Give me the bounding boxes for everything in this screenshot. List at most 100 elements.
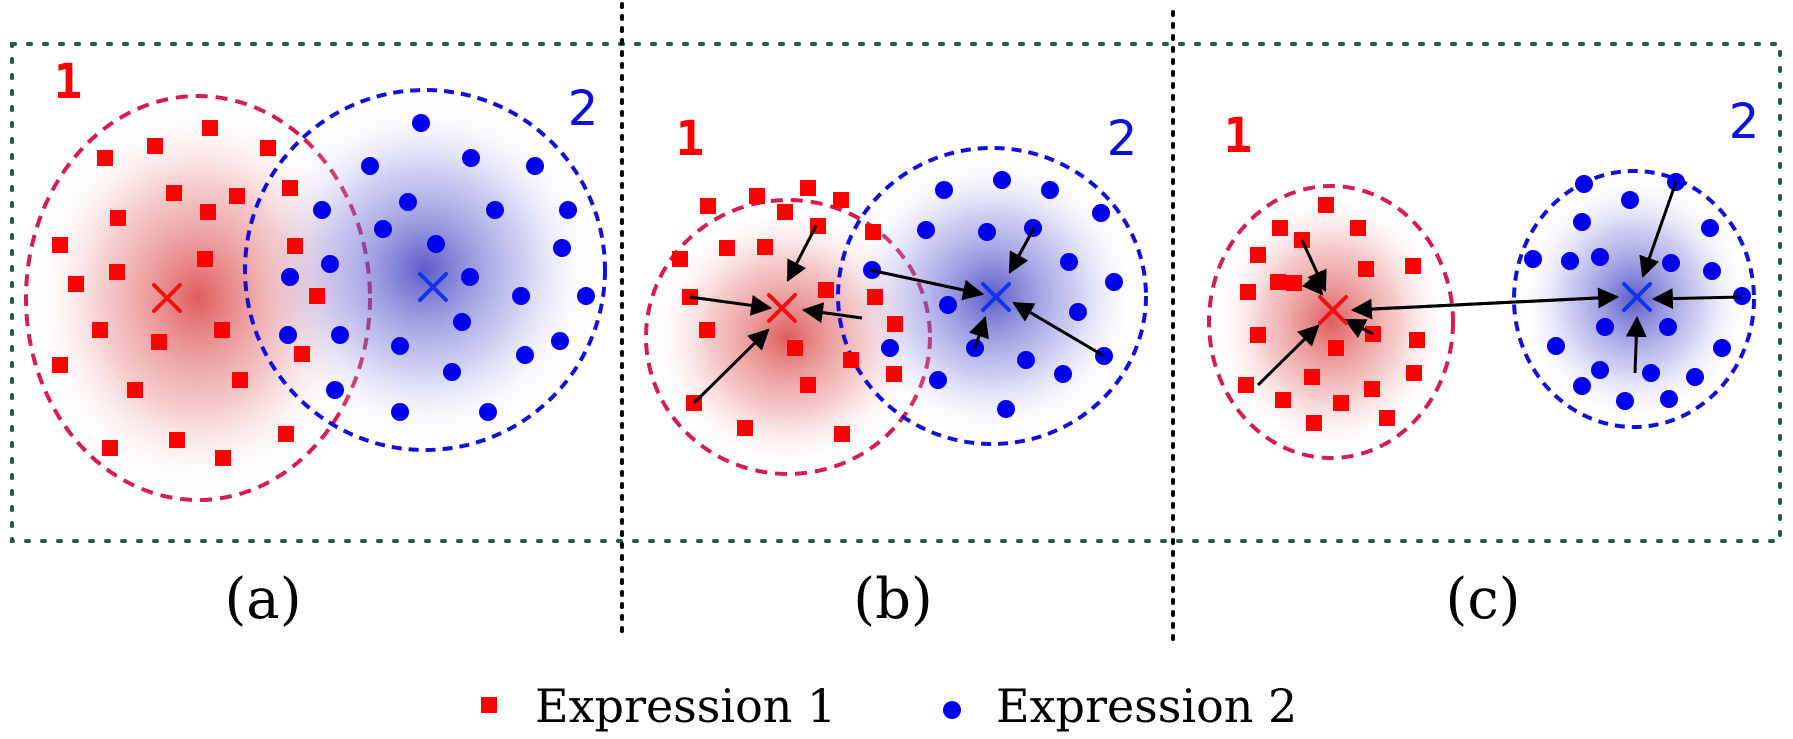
- expression-2-point: [935, 181, 953, 199]
- expression-1-point: [202, 120, 218, 136]
- centroid-2-cross-icon: [1622, 282, 1652, 312]
- expression-1-point: [110, 210, 126, 226]
- cluster-1-label: 1: [676, 111, 705, 167]
- legend-label-expression-2: Expression 2: [996, 679, 1297, 733]
- arrow: [1344, 318, 1374, 339]
- expression-1-point: [52, 237, 68, 253]
- expression-1-point: [843, 352, 859, 368]
- expression-2-point: [374, 220, 392, 238]
- expression-1-point: [1358, 261, 1374, 277]
- expression-2-point: [281, 268, 299, 286]
- expression-2-point: [1069, 303, 1087, 321]
- expression-1-point: [800, 377, 816, 393]
- expression-1-point: [887, 316, 903, 332]
- expression-2-point: [1573, 377, 1591, 395]
- expression-1-point: [1333, 395, 1349, 411]
- expression-2-point: [326, 381, 344, 399]
- centroid-2-cross-icon: [418, 272, 448, 302]
- cluster-2-label: 2: [568, 81, 599, 137]
- expression-1-point: [309, 288, 325, 304]
- expression-2-point: [462, 149, 480, 167]
- expression-1-point: [278, 426, 294, 442]
- expression-1-point: [787, 340, 803, 356]
- expression-2-point: [516, 346, 534, 364]
- expression-2-point: [361, 157, 379, 175]
- expression-1-point: [737, 420, 753, 436]
- expression-1-point: [834, 426, 850, 442]
- centroid-2-cross-icon: [981, 282, 1011, 312]
- expression-2-point: [1017, 351, 1035, 369]
- expression-2-point: [1621, 191, 1639, 209]
- expression-2-point: [479, 403, 497, 421]
- expression-1-point: [147, 138, 163, 154]
- expression-2-point: [1092, 204, 1110, 222]
- cluster-2-label: 2: [1729, 94, 1760, 150]
- expression-1-point: [127, 382, 143, 398]
- expression-2-point: [1659, 318, 1677, 336]
- expression-1-point: [197, 251, 213, 267]
- expression-2-point: [1642, 364, 1660, 382]
- expression-2-point: [917, 221, 935, 239]
- legend-marker-expression-2: [943, 701, 961, 719]
- expression-2-point: [1524, 250, 1542, 268]
- expression-2-point: [1662, 254, 1680, 272]
- expression-2-point: [391, 403, 409, 421]
- cluster-2-region: [243, 88, 607, 452]
- centroid-1-cross-icon: [767, 293, 797, 323]
- expression-2-point: [577, 287, 595, 305]
- expression-2-point: [321, 255, 339, 273]
- expression-1-point: [1250, 247, 1266, 263]
- expression-1-point: [68, 276, 84, 292]
- expression-1-point: [1328, 340, 1344, 356]
- legend-label-expression-1: Expression 1: [535, 679, 836, 733]
- expression-1-point: [700, 198, 716, 214]
- expression-2-point: [1733, 287, 1751, 305]
- expression-1-point: [1238, 377, 1254, 393]
- panel-caption-c: (c): [1445, 567, 1520, 632]
- expression-1-point: [215, 450, 231, 466]
- panel-caption-b: (b): [853, 567, 933, 632]
- arrow: [969, 316, 989, 349]
- expression-1-point: [294, 346, 310, 362]
- expression-2-point: [1105, 273, 1123, 291]
- expression-2-point: [391, 337, 409, 355]
- expression-1-point: [52, 357, 68, 373]
- expression-2-point: [939, 296, 957, 314]
- frame-border: [10, 42, 1782, 543]
- expression-2-point: [1591, 248, 1609, 266]
- expression-2-point: [1713, 339, 1731, 357]
- expression-1-point: [672, 251, 688, 267]
- expression-1-point: [282, 180, 298, 196]
- expression-2-point: [1701, 219, 1719, 237]
- expression-1-point: [151, 334, 167, 350]
- legend-marker-expression-1: [481, 697, 497, 713]
- expression-2-point: [443, 363, 461, 381]
- arrow: [1256, 324, 1320, 387]
- centroid-1-cross-icon: [152, 283, 182, 313]
- arrow: [1639, 181, 1678, 278]
- expression-2-point: [399, 193, 417, 211]
- expression-2-point: [978, 223, 996, 241]
- expression-1-point: [1272, 220, 1288, 236]
- expression-2-point: [313, 201, 331, 219]
- cluster-2-label: 2: [1107, 111, 1138, 167]
- expression-1-point: [232, 372, 248, 388]
- cluster-1-region: [1207, 184, 1455, 460]
- expression-1-point: [867, 289, 883, 305]
- expression-2-point: [279, 326, 297, 344]
- expression-2-point: [1573, 213, 1591, 231]
- expression-1-point: [1306, 415, 1322, 431]
- expression-2-point: [559, 201, 577, 219]
- expression-1-point: [749, 188, 765, 204]
- centroid-1-cross-icon: [1318, 295, 1348, 325]
- expression-1-point: [169, 432, 185, 448]
- expression-2-point: [412, 114, 430, 132]
- expression-1-point: [1286, 275, 1302, 291]
- expression-2-point: [1686, 368, 1704, 386]
- expression-1-point: [818, 282, 834, 298]
- cluster-1-label: 1: [54, 54, 83, 110]
- arrow: [786, 225, 818, 282]
- expression-2-point: [512, 287, 530, 305]
